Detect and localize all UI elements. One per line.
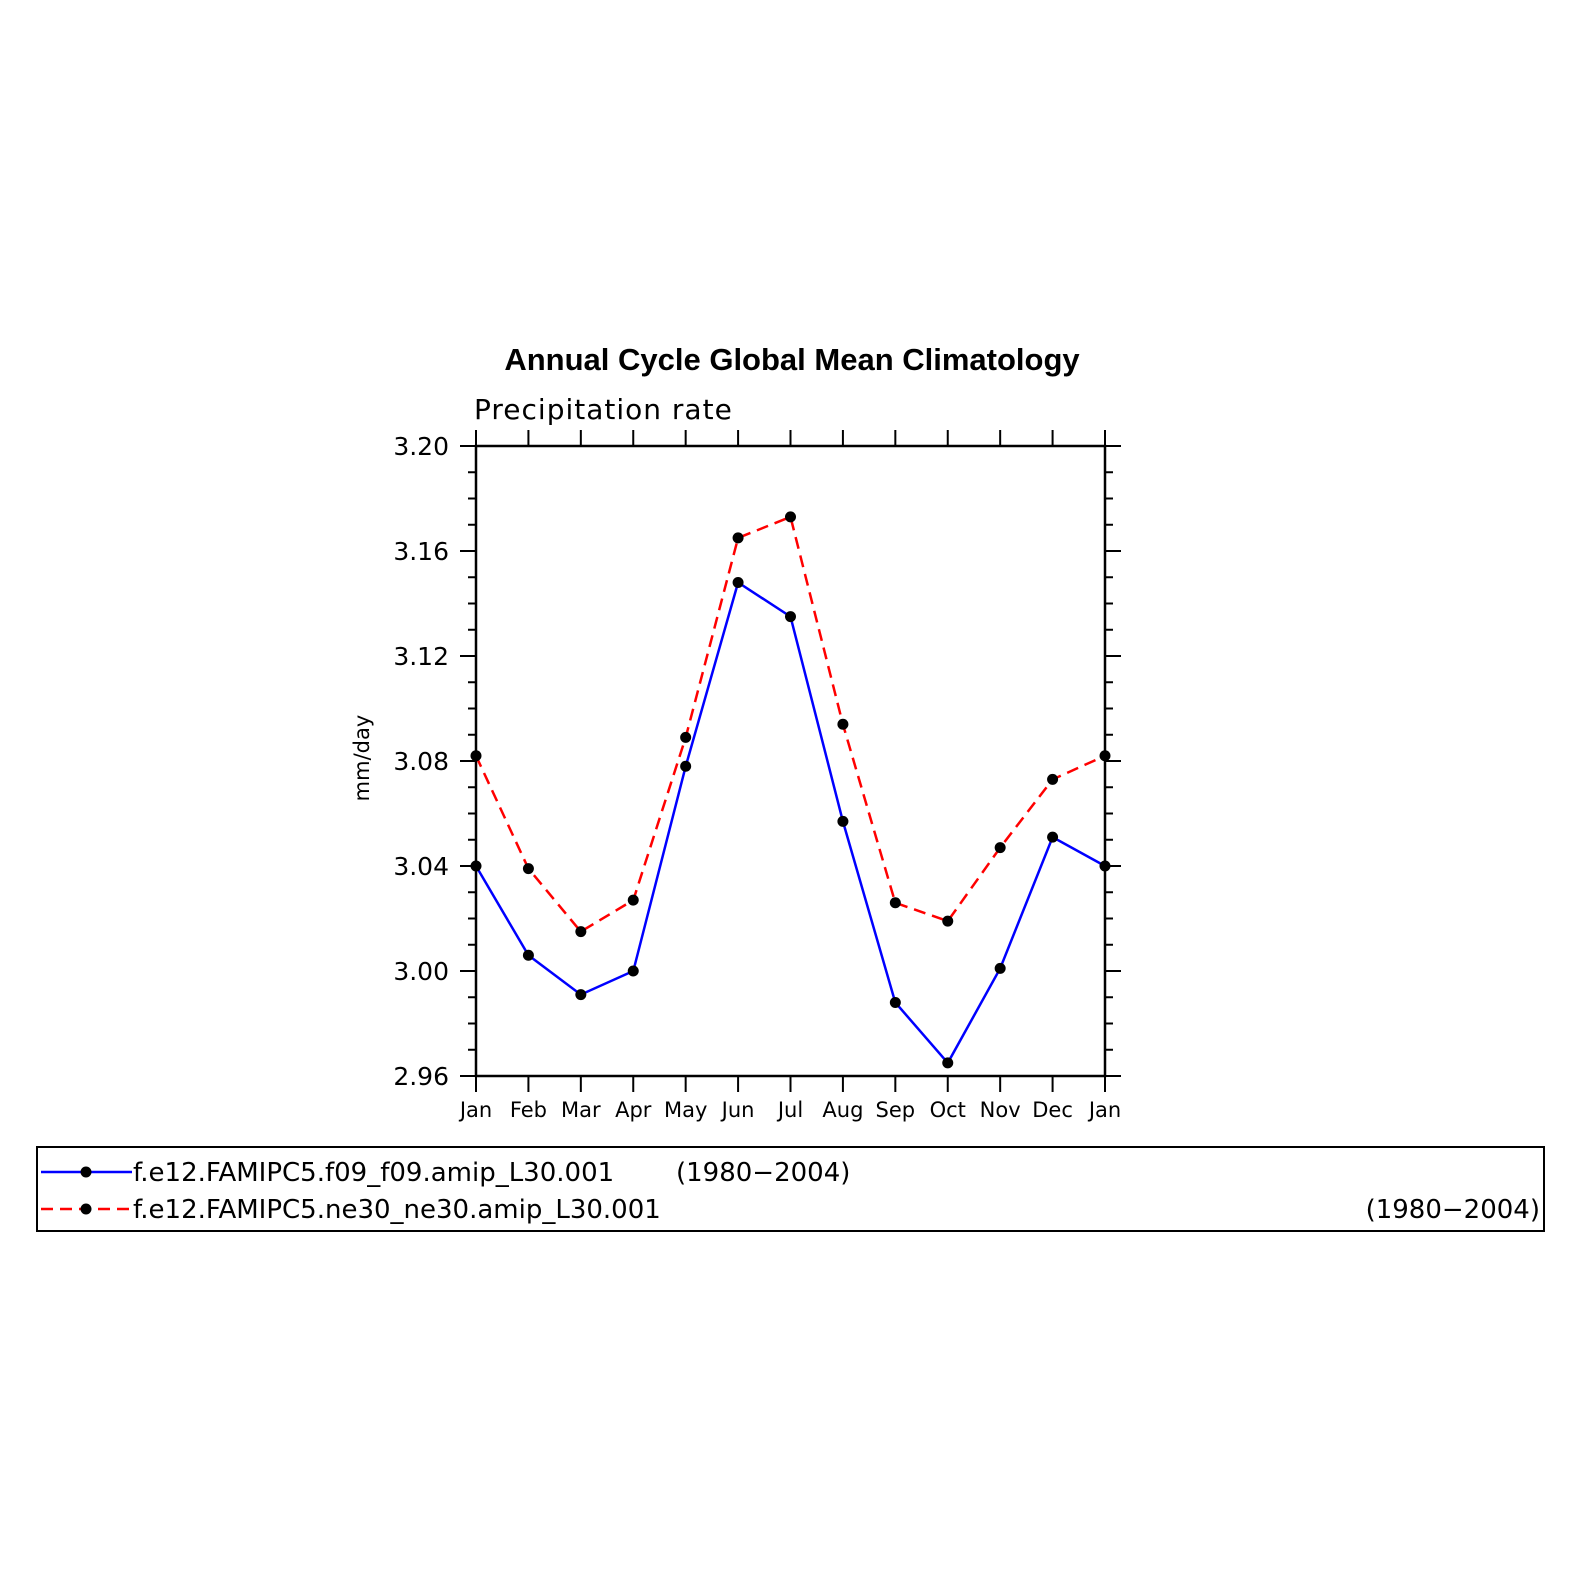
series-1-point	[522, 949, 534, 961]
legend-series-name: f.e12.FAMIPC5.f09_f09.amip_L30.001	[133, 1158, 614, 1188]
x-tick-label: Jul	[776, 1098, 803, 1122]
legend-series-period: (1980−2004)	[1366, 1195, 1540, 1225]
series-1-point	[470, 860, 482, 872]
series-1-point	[1099, 860, 1111, 872]
x-tick-label: Apr	[615, 1098, 652, 1122]
series-2-point	[994, 842, 1006, 854]
x-tick-label: Dec	[1032, 1098, 1073, 1122]
y-tick-label: 3.16	[393, 537, 449, 566]
series-1-point	[889, 997, 901, 1008]
y-tick-label: 3.00	[393, 957, 449, 986]
series-2-point	[575, 926, 587, 938]
series-1-point	[994, 962, 1006, 974]
y-tick-label: 3.08	[393, 747, 449, 776]
legend-marker-2	[80, 1203, 92, 1215]
series-2-point	[627, 894, 639, 906]
y-tick-label: 2.96	[393, 1062, 449, 1091]
series-line-1	[474, 580, 1106, 1066]
series-1-point	[732, 577, 744, 588]
series-2-point	[522, 863, 534, 875]
x-tick-label: May	[664, 1098, 707, 1122]
x-tick-label: Aug	[822, 1098, 863, 1122]
series-1-point	[785, 611, 796, 623]
x-tick-label: Jan	[1087, 1098, 1121, 1122]
series-layer	[470, 511, 1111, 1069]
legend-series-period: (1980−2004)	[676, 1158, 850, 1188]
series-1-point	[942, 1057, 954, 1069]
y-tick-label: 3.20	[393, 432, 449, 461]
series-1-point	[1047, 831, 1059, 843]
series-1-point	[627, 965, 639, 977]
y-tick-label: 3.12	[393, 642, 449, 671]
x-tick-label: Nov	[980, 1098, 1021, 1122]
series-2-point	[680, 731, 692, 743]
series-1-point	[837, 815, 849, 827]
plot-frame	[474, 444, 1107, 1078]
chart-subtitle: Precipitation rate	[474, 393, 733, 426]
y-tick-label: 3.04	[393, 852, 449, 881]
series-1-point	[680, 760, 692, 772]
x-tick-label: Sep	[876, 1098, 916, 1122]
legend-marker-1	[80, 1166, 92, 1178]
axes: 3.20 3.16 3.12 3.08 3.04 3.00 2.96 Jan Feb Mar Apr…	[393, 430, 1121, 1122]
chart-title: Annual Cycle Global Mean Climatology	[504, 342, 1080, 377]
y-axis-label: mm/day	[350, 715, 374, 802]
series-line-2	[474, 515, 1106, 934]
x-tick-label: Oct	[930, 1098, 966, 1122]
series-2-point	[732, 532, 744, 544]
series-1-point	[575, 989, 587, 1001]
x-tick-label: Mar	[561, 1098, 601, 1122]
legend: f.e12.FAMIPC5.f09_f09.amip_L30.001 (1980−…	[36, 1146, 1545, 1232]
series-2-point	[1047, 773, 1059, 785]
series-2-point	[470, 750, 482, 762]
x-tick-label: Jan	[458, 1098, 492, 1122]
x-tick-label: Feb	[510, 1098, 547, 1122]
series-2-point	[942, 915, 954, 927]
series-2-point	[1099, 750, 1111, 762]
x-tick-label: Jun	[720, 1098, 755, 1122]
legend-box	[36, 1146, 1545, 1232]
legend-series-name: f.e12.FAMIPC5.ne30_ne30.amip_L30.001	[133, 1195, 661, 1225]
series-2-point	[837, 718, 849, 730]
series-2-point	[889, 897, 901, 909]
series-2-point	[785, 511, 796, 523]
